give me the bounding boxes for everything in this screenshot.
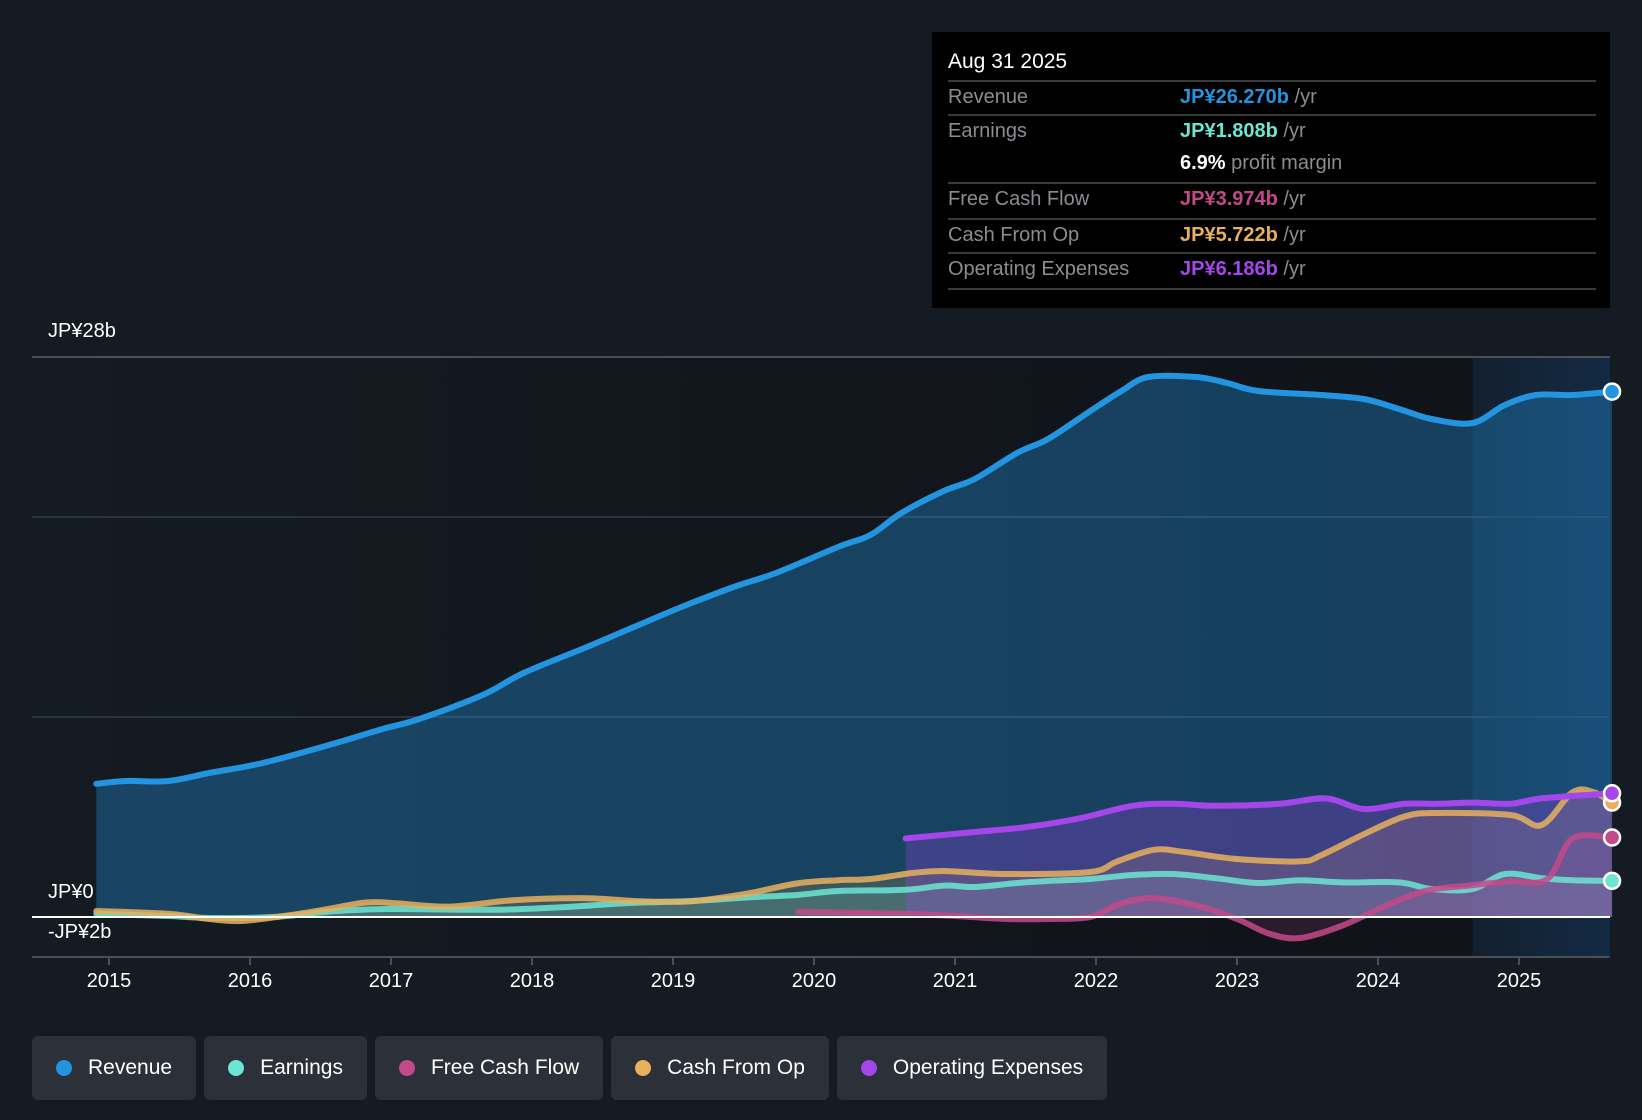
plot-background (32, 357, 1610, 957)
tooltip-label: Revenue (948, 86, 1029, 108)
revenue-line (93, 372, 1616, 787)
tooltip-value: JP¥6.186b /yr (1180, 258, 1306, 280)
tooltip-value: JP¥1.808b /yr (1180, 120, 1306, 142)
forecast-highlight-region (1472, 357, 1610, 957)
tooltip-date: Aug 31 2025 (948, 50, 1068, 73)
revenue-area (96, 375, 1613, 918)
operating-expenses-end-marker (1602, 784, 1622, 803)
legend-toggle-operating-expenses[interactable]: Operating Expenses (836, 1036, 1108, 1100)
x-tick-label: 2015 (86, 970, 132, 992)
free-cash-flow-line (795, 832, 1616, 942)
x-tick-label: 2024 (1355, 970, 1401, 992)
tooltip-row-revenue: Revenue JP¥26.270b /yr (948, 80, 1596, 116)
legend-label: Cash From Op (667, 1056, 805, 1079)
tooltip-value: 6.9% profit margin (1180, 152, 1343, 174)
legend-dot-icon (860, 1060, 877, 1076)
tooltip-value: JP¥5.722b /yr (1180, 224, 1306, 246)
legend-label: Operating Expenses (892, 1056, 1084, 1079)
legend-toggle-revenue[interactable]: Revenue (32, 1036, 197, 1100)
earnings-end-marker (1602, 871, 1622, 891)
legend: Revenue Earnings Free Cash Flow Cash From O… (32, 1036, 1108, 1100)
y-axis-label-bottom: -JP¥2b (48, 921, 112, 943)
tooltip-label: Operating Expenses (948, 258, 1130, 280)
legend-dot-icon (56, 1060, 72, 1076)
legend-dot-icon (635, 1060, 652, 1076)
tooltip-row-operating-expenses: Operating Expenses JP¥6.186b /yr (948, 252, 1596, 290)
earnings-line (93, 870, 1616, 922)
legend-dot-icon (398, 1060, 415, 1076)
legend-label: Earnings (260, 1056, 343, 1079)
x-tick-label: 2018 (509, 970, 555, 992)
legend-toggle-earnings[interactable]: Earnings (204, 1036, 367, 1100)
operating-expenses-line (902, 790, 1616, 842)
tooltip-label: Earnings (948, 120, 1027, 142)
x-tick-label: 2025 (1496, 970, 1542, 992)
cash-from-op-line (93, 786, 1616, 925)
tooltip-label: Cash From Op (948, 224, 1080, 246)
tooltip-row-earnings: Earnings JP¥1.808b /yr (948, 114, 1596, 150)
free-cash-flow-end-marker (1602, 828, 1622, 847)
tooltip-value: JP¥3.974b /yr (1180, 188, 1306, 210)
legend-dot-icon (228, 1060, 245, 1076)
revenue-end-marker (1602, 382, 1622, 401)
tooltip-row-profit-margin: 6.9% profit margin (948, 148, 1596, 182)
free-cash-flow-area (798, 835, 1613, 939)
tooltip-label: Free Cash Flow (948, 188, 1090, 210)
legend-label: Free Cash Flow (430, 1056, 580, 1079)
tooltip-row-free-cash-flow: Free Cash Flow JP¥3.974b /yr (948, 182, 1596, 218)
x-tick-label: 2023 (1214, 970, 1260, 992)
cash-from-op-area (96, 789, 1613, 922)
legend-label: Revenue (88, 1056, 173, 1079)
earnings-area (96, 873, 1613, 919)
tooltip: Aug 31 2025 Revenue JP¥26.270b /yr Earning… (932, 32, 1610, 308)
tooltip-value: JP¥26.270b /yr (1180, 86, 1317, 108)
x-tick-label: 2016 (227, 970, 273, 992)
x-tick-label: 2022 (1073, 970, 1119, 992)
x-tick-label: 2019 (650, 970, 696, 992)
legend-toggle-free-cash-flow[interactable]: Free Cash Flow (374, 1036, 604, 1100)
x-tick-label: 2017 (368, 970, 414, 992)
x-tick-label: 2020 (791, 970, 837, 992)
y-axis-label-zero: JP¥0 (48, 881, 94, 903)
x-tick-label: 2021 (932, 970, 978, 992)
legend-toggle-cash-from-op[interactable]: Cash From Op (611, 1036, 829, 1100)
tooltip-row-cash-from-op: Cash From Op JP¥5.722b /yr (948, 218, 1596, 254)
y-axis-label-top: JP¥28b (48, 320, 116, 342)
